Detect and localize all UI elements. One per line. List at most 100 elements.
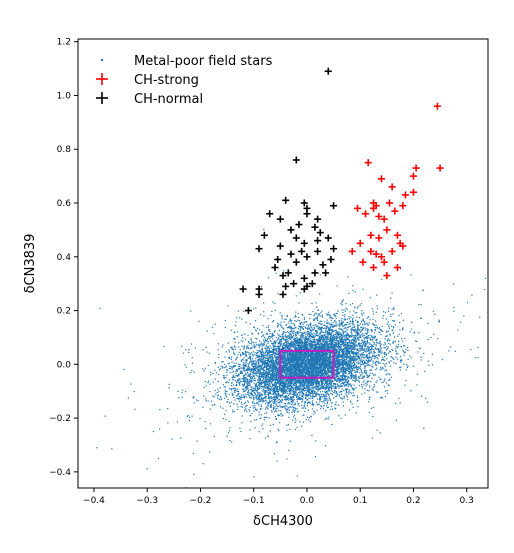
- field-star-point: [264, 338, 266, 340]
- field-star-point: [332, 325, 335, 327]
- field-star-point: [379, 328, 381, 330]
- field-star-point: [311, 393, 313, 395]
- field-star-point: [316, 334, 318, 337]
- field-star-point: [311, 354, 314, 356]
- field-star-point: [328, 367, 330, 369]
- field-star-point: [376, 391, 378, 393]
- field-star-point: [251, 371, 253, 374]
- field-star-point: [341, 390, 343, 392]
- field-star-point: [232, 378, 234, 380]
- field-star-point: [327, 331, 329, 333]
- field-star-point: [374, 352, 376, 354]
- field-star-point: [365, 370, 368, 372]
- field-star-point: [348, 345, 350, 347]
- field-star-point: [372, 345, 375, 347]
- field-star-point: [296, 355, 298, 357]
- field-star-point: [274, 380, 276, 383]
- field-star-point: [157, 457, 160, 460]
- field-star-point: [342, 371, 344, 374]
- field-star-point: [287, 371, 289, 373]
- field-star-point: [278, 398, 280, 401]
- field-star-point: [265, 366, 267, 368]
- field-star-point: [329, 329, 331, 331]
- field-star-point: [343, 369, 345, 371]
- field-star-point: [379, 345, 381, 347]
- field-star-point: [329, 326, 332, 328]
- field-star-point: [228, 349, 230, 351]
- field-star-point: [343, 359, 345, 361]
- field-star-point: [271, 362, 273, 364]
- field-star-point: [256, 419, 258, 421]
- field-star-point: [393, 320, 395, 322]
- field-star-point: [287, 369, 289, 371]
- field-star-point: [287, 394, 290, 397]
- field-star-point: [238, 351, 240, 353]
- field-star-point: [275, 375, 277, 377]
- field-star-point: [403, 363, 405, 365]
- field-star-point: [311, 408, 314, 410]
- field-star-point: [288, 390, 291, 392]
- field-star-point: [309, 384, 311, 386]
- field-star-point: [368, 361, 370, 363]
- field-star-point: [321, 342, 323, 344]
- field-star-point: [355, 359, 357, 362]
- field-star-point: [385, 354, 388, 356]
- field-star-point: [258, 369, 260, 372]
- field-star-point: [245, 363, 247, 365]
- field-star-point: [277, 381, 280, 383]
- field-star-point: [251, 367, 253, 370]
- field-star-point: [282, 395, 284, 397]
- field-star-point: [252, 308, 255, 310]
- field-star-point: [279, 380, 281, 383]
- field-star-point: [249, 406, 251, 409]
- field-star-point: [386, 330, 388, 332]
- field-star-point: [372, 313, 375, 315]
- field-star-point: [218, 353, 220, 356]
- field-star-point: [256, 356, 258, 358]
- field-star-point: [275, 353, 277, 355]
- field-star-point: [293, 327, 295, 330]
- field-star-point: [302, 335, 304, 337]
- field-star-point: [281, 359, 283, 361]
- field-star-point: [357, 376, 360, 378]
- field-star-point: [301, 327, 303, 329]
- field-star-point: [265, 386, 267, 389]
- field-star-point: [358, 324, 360, 326]
- field-star-point: [308, 337, 310, 339]
- field-star-point: [181, 345, 183, 347]
- field-star-point: [277, 394, 279, 396]
- field-star-point: [280, 387, 282, 389]
- field-star-point: [293, 404, 295, 406]
- field-star-point: [291, 403, 293, 406]
- field-star-point: [266, 382, 268, 384]
- field-star-point: [319, 315, 321, 317]
- field-star-point: [232, 374, 234, 376]
- field-star-point: [240, 355, 242, 357]
- field-star-point: [269, 366, 271, 369]
- field-star-point: [364, 366, 366, 368]
- field-star-point: [362, 354, 364, 356]
- field-star-point: [302, 384, 304, 386]
- field-star-point: [399, 369, 401, 371]
- field-star-point: [352, 339, 354, 341]
- field-star-point: [289, 357, 291, 359]
- field-star-point: [342, 405, 345, 407]
- field-star-point: [342, 360, 345, 362]
- field-star-point: [353, 323, 355, 325]
- field-star-point: [279, 395, 282, 397]
- field-star-point: [245, 389, 247, 391]
- field-star-point: [297, 342, 300, 344]
- field-star-point: [261, 373, 264, 375]
- field-star-point: [325, 366, 327, 368]
- field-star-point: [217, 343, 220, 345]
- field-star-point: [387, 384, 389, 386]
- field-star-point: [290, 334, 292, 337]
- field-star-point: [290, 388, 292, 390]
- field-star-point: [261, 331, 263, 333]
- field-star-point: [284, 403, 287, 405]
- field-star-point: [289, 343, 291, 345]
- field-star-point: [352, 321, 354, 323]
- field-star-point: [321, 372, 324, 374]
- field-star-point: [276, 355, 278, 358]
- field-star-point: [319, 362, 321, 364]
